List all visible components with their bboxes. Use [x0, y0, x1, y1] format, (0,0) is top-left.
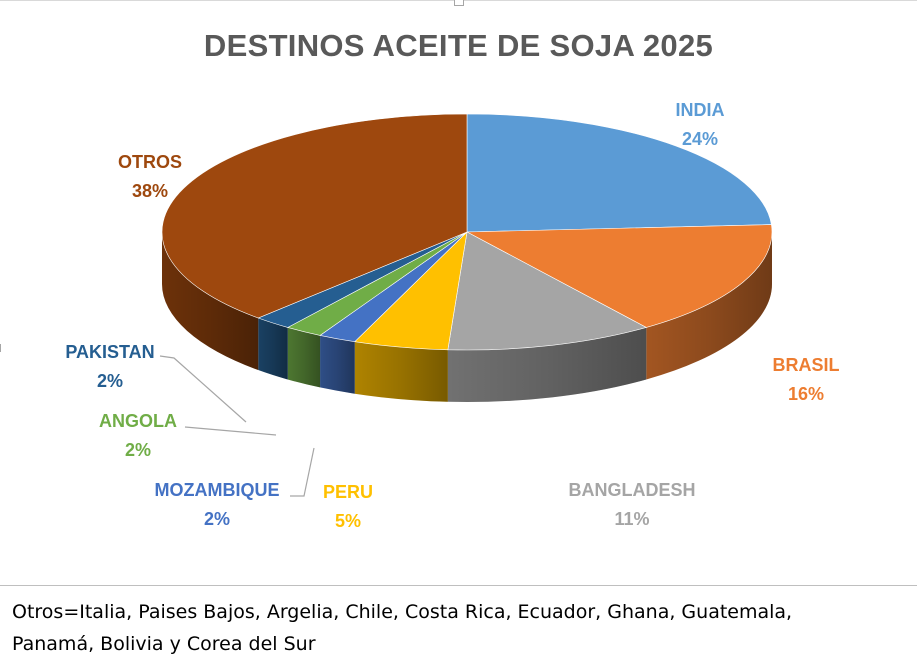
pie-chart: INDIA 24% BRASIL 16% BANGLADESH 11% PERU 5% MOZA… — [65, 100, 840, 531]
pie-side-shade-pakistan — [258, 318, 288, 380]
pie-side-shade-otros — [162, 232, 259, 371]
chart-area[interactable]: DESTINOS ACEITE DE SOJA 2025 INDIA 24% BRA… — [0, 0, 917, 586]
slice-label-angola: ANGOLA — [99, 411, 177, 431]
slice-label-otros: OTROS — [118, 152, 182, 172]
slice-value-india: 24% — [682, 129, 718, 149]
pie-side-shade-mozambique — [320, 335, 355, 394]
slice-value-bangladesh: 11% — [614, 509, 649, 529]
leader-line-angola — [184, 426, 277, 436]
leader-line-mozambique — [290, 447, 315, 497]
footnote: Otros=Italia, Paises Bajos, Argelia, Chi… — [12, 596, 907, 660]
slice-label-brasil: BRASIL — [773, 355, 840, 375]
slice-value-mozambique: 2% — [204, 509, 230, 529]
slice-value-brasil: 16% — [788, 384, 824, 404]
resize-handle-top[interactable] — [454, 0, 464, 6]
resize-handle-left[interactable] — [0, 344, 1, 352]
slice-label-india: INDIA — [676, 100, 725, 120]
footnote-line-1: Otros=Italia, Paises Bajos, Argelia, Chi… — [12, 601, 793, 623]
slice-label-bangladesh: BANGLADESH — [568, 480, 695, 500]
pie-side-shade-angola — [287, 327, 321, 388]
pie-side-shade-brasil — [646, 232, 772, 380]
slice-label-mozambique: MOZAMBIQUE — [155, 480, 280, 500]
footnote-line-2: Panamá, Bolivia y Corea del Sur — [12, 633, 316, 655]
leader-line-pakistan — [159, 355, 247, 423]
chart-frame-bottom-border — [0, 585, 917, 586]
slice-value-pakistan: 2% — [97, 371, 123, 391]
slice-value-peru: 5% — [335, 511, 361, 531]
pie-slice-bangladesh[interactable] — [447, 231, 648, 351]
slice-label-pakistan: PAKISTAN — [65, 342, 154, 362]
slice-value-otros: 38% — [132, 181, 168, 201]
pie-side-shade-peru — [354, 341, 448, 402]
chart-title: DESTINOS ACEITE DE SOJA 2025 — [203, 28, 714, 63]
pie-slice-india[interactable] — [466, 113, 772, 233]
pie-slice-otros[interactable] — [161, 113, 468, 319]
slice-label-peru: PERU — [323, 482, 373, 502]
pie-side-shade-bangladesh — [447, 327, 647, 402]
slice-value-angola: 2% — [125, 440, 151, 460]
pie-slice-brasil[interactable] — [465, 224, 773, 328]
